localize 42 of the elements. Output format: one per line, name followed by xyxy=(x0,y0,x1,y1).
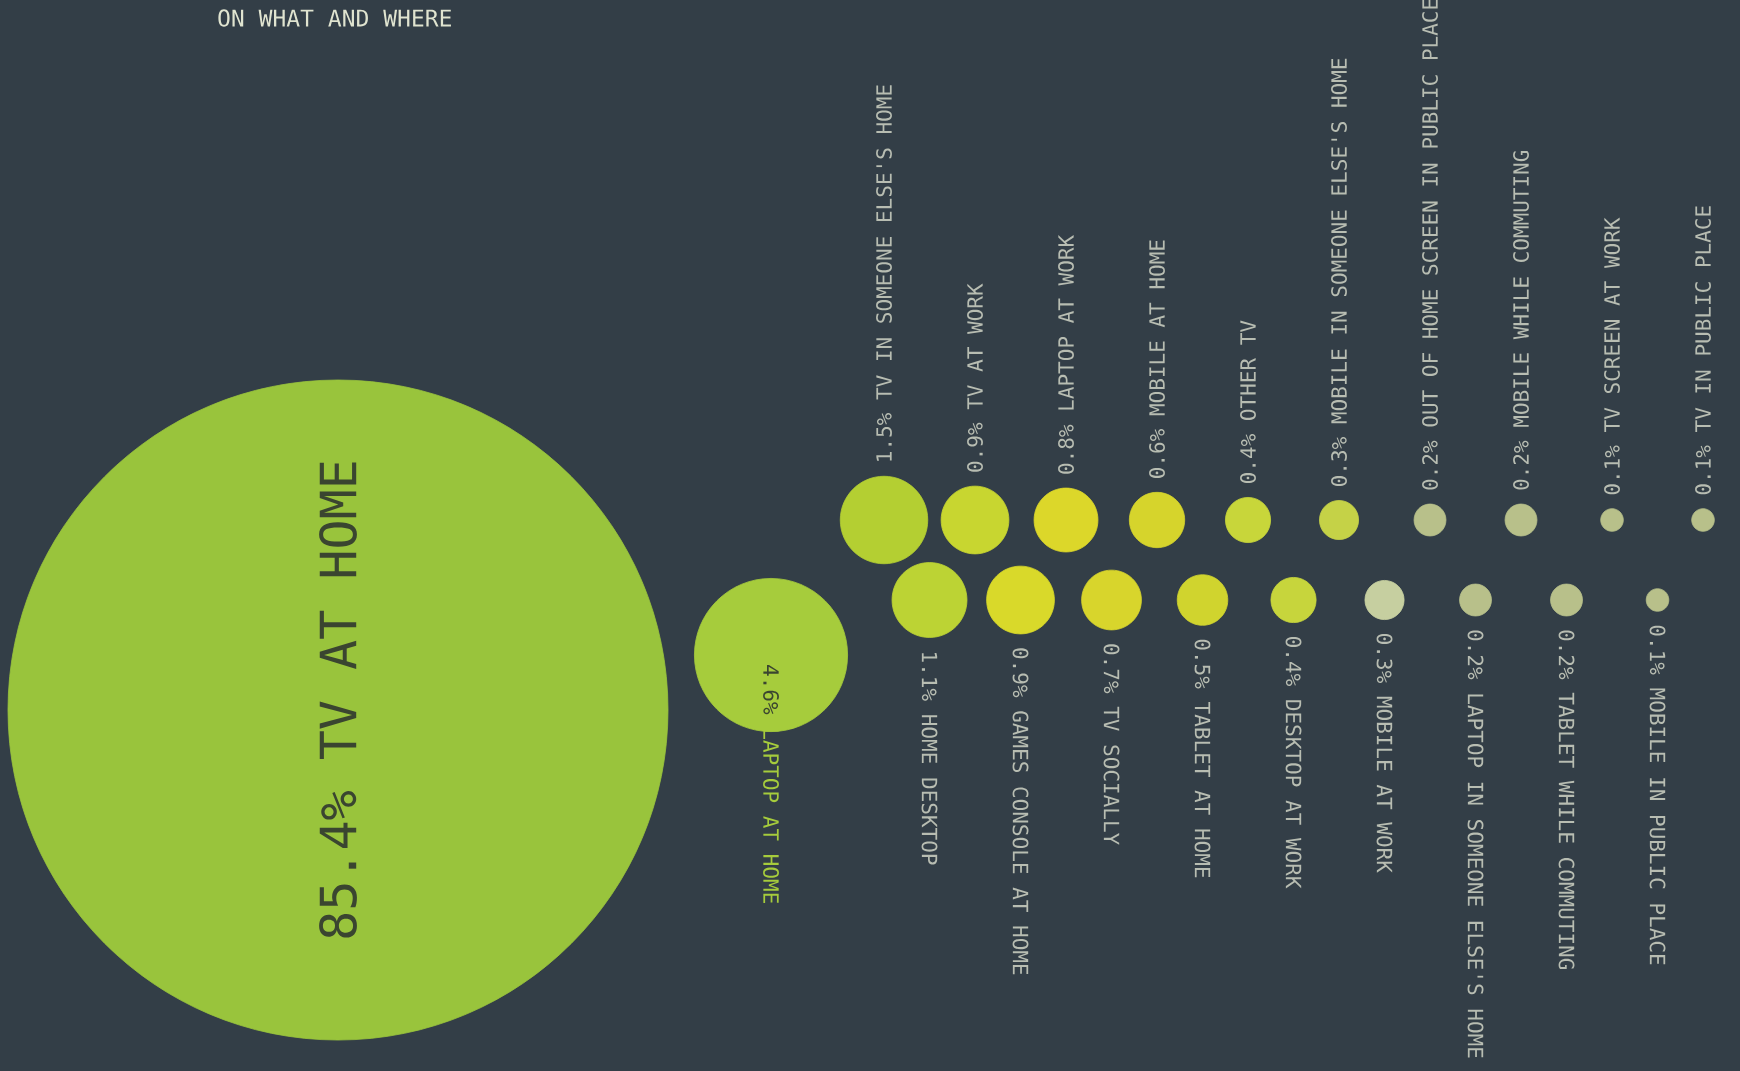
category-label: TABLET WHILE COMMUTING xyxy=(1558,692,1575,970)
data-label: 0.1% xyxy=(1649,625,1666,675)
data-label: 0.9% xyxy=(1012,648,1029,698)
category-label: LAPTOP IN SOMEONE ELSE'S HOME xyxy=(1467,694,1484,1058)
data-label: 1.5% xyxy=(876,413,892,461)
category-label: MOBILE IN SOMEONE ELSE'S HOME xyxy=(1331,58,1347,424)
category-label: TV IN PUBLIC PLACE xyxy=(1695,206,1711,432)
data-label: 4.6% xyxy=(763,665,779,715)
data-label: 0.3% xyxy=(1331,437,1347,486)
data-label: 0.2% xyxy=(1558,630,1575,680)
category-label: TV IN SOMEONE ELSE'S HOME xyxy=(876,85,892,400)
category-label: TV SCREEN AT WORK xyxy=(1604,217,1620,432)
data-label: 0.3% xyxy=(1376,634,1393,683)
category-label: TABLET AT HOME xyxy=(1194,702,1211,878)
data-label: 0.7% xyxy=(1103,644,1120,694)
data-label: 1.1% xyxy=(921,653,938,701)
data-label: 0.5% xyxy=(1194,639,1211,689)
data-label: 0.2% xyxy=(1467,630,1484,680)
category-label: OTHER TV xyxy=(1240,320,1256,420)
category-label: TV AT WORK xyxy=(967,283,983,410)
category-label: HOME DESKTOP xyxy=(921,715,938,865)
category-label: TV AT HOME xyxy=(319,462,357,760)
data-label: 0.6% xyxy=(1149,429,1165,478)
data-label: 0.2% xyxy=(1513,440,1529,490)
data-label: 85.4% xyxy=(319,791,357,938)
text: ON WHAT AND WHERE xyxy=(218,9,451,27)
category-label: MOBILE WHILE COMMUTING xyxy=(1513,150,1529,427)
category-label: MOBILE AT WORK xyxy=(1376,696,1393,873)
category-label: DESKTOP AT WORK xyxy=(1285,700,1302,889)
category-label: MOBILE AT HOME xyxy=(1149,240,1165,416)
category-label: OUT OF HOME SCREEN IN PUBLIC PLACE xyxy=(1422,0,1438,427)
category-label: MOBILE IN PUBLIC PLACE xyxy=(1649,688,1666,965)
category-label: GAMES CONSOLE AT HOME xyxy=(1012,711,1029,975)
data-label: 0.4% xyxy=(1285,637,1302,686)
data-label: 0.4% xyxy=(1240,434,1256,483)
data-label: 0.1% xyxy=(1604,445,1620,495)
data-label: 0.2% xyxy=(1422,440,1438,490)
category-label: LAPTOP AT WORK xyxy=(1058,234,1074,410)
data-label: 0.9% xyxy=(967,422,983,472)
data-label: 0.1% xyxy=(1695,445,1711,495)
category-label: TV SOCIALLY xyxy=(1103,706,1120,845)
data-label: 0.8% xyxy=(1058,424,1074,474)
